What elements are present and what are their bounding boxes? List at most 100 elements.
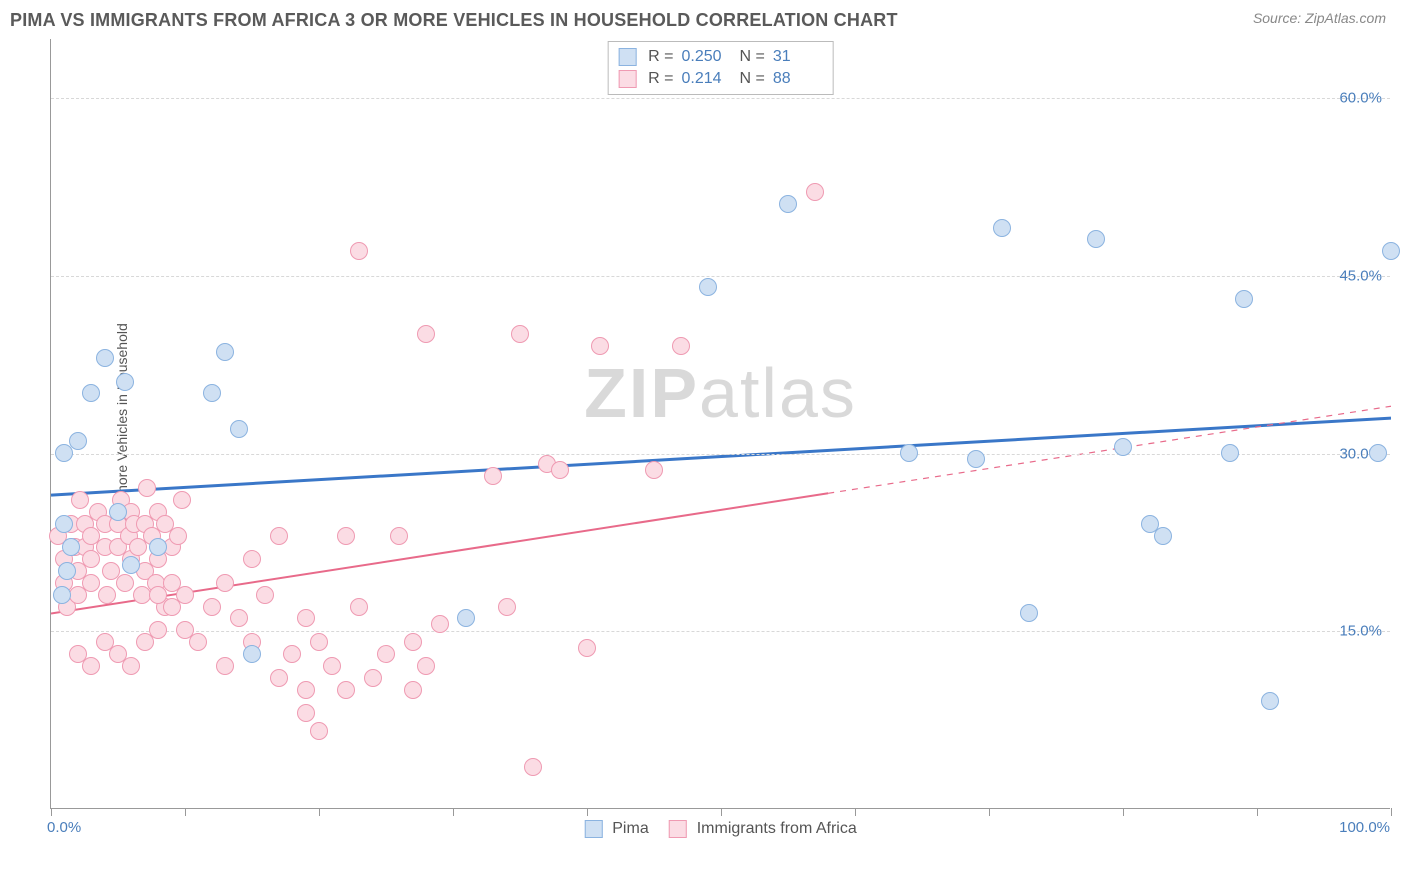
stats-row-2: R = 0.214 N = 88 (618, 68, 823, 90)
x-tick (51, 808, 52, 816)
swatch-series1-bottom (584, 820, 602, 838)
chart-container: PIMA VS IMMIGRANTS FROM AFRICA 3 OR MORE… (10, 10, 1396, 882)
data-point (1154, 527, 1172, 545)
data-point (138, 479, 156, 497)
data-point (591, 337, 609, 355)
data-point (122, 657, 140, 675)
chart-title: PIMA VS IMMIGRANTS FROM AFRICA 3 OR MORE… (10, 10, 898, 31)
legend-label-2: Immigrants from Africa (697, 820, 857, 838)
data-point (323, 657, 341, 675)
swatch-series2-bottom (669, 820, 687, 838)
gridline (51, 454, 1390, 455)
stat-r-label: R = (648, 48, 673, 66)
x-label-right: 100.0% (1339, 819, 1390, 836)
data-point (377, 645, 395, 663)
data-point (1221, 444, 1239, 462)
data-point (98, 586, 116, 604)
stat-n-label: N = (740, 70, 765, 88)
data-point (203, 598, 221, 616)
x-tick (855, 808, 856, 816)
data-point (176, 586, 194, 604)
swatch-series2 (618, 70, 636, 88)
gridline (51, 631, 1390, 632)
trend-lines (51, 39, 1391, 809)
data-point (364, 669, 382, 687)
data-point (216, 657, 234, 675)
source-label: Source: ZipAtlas.com (1253, 10, 1386, 26)
watermark: ZIPatlas (584, 353, 857, 433)
stats-legend-box: R = 0.250 N = 31 R = 0.214 N = 88 (607, 41, 834, 95)
stat-n-label: N = (740, 48, 765, 66)
legend-label-1: Pima (612, 820, 648, 838)
x-tick (319, 808, 320, 816)
data-point (511, 325, 529, 343)
data-point (1261, 692, 1279, 710)
gridline (51, 276, 1390, 277)
data-point (578, 639, 596, 657)
data-point (297, 704, 315, 722)
data-point (149, 538, 167, 556)
data-point (96, 349, 114, 367)
data-point (62, 538, 80, 556)
data-point (216, 574, 234, 592)
data-point (806, 183, 824, 201)
x-tick (185, 808, 186, 816)
data-point (350, 598, 368, 616)
data-point (498, 598, 516, 616)
data-point (297, 609, 315, 627)
data-point (69, 432, 87, 450)
data-point (82, 384, 100, 402)
x-tick (1257, 808, 1258, 816)
gridline (51, 98, 1390, 99)
legend-item-2: Immigrants from Africa (669, 820, 857, 838)
swatch-series1 (618, 48, 636, 66)
data-point (431, 615, 449, 633)
data-point (297, 681, 315, 699)
data-point (404, 681, 422, 699)
data-point (699, 278, 717, 296)
data-point (1382, 242, 1400, 260)
data-point (524, 758, 542, 776)
data-point (149, 621, 167, 639)
data-point (82, 574, 100, 592)
data-point (243, 645, 261, 663)
data-point (203, 384, 221, 402)
data-point (645, 461, 663, 479)
stat-r-label: R = (648, 70, 673, 88)
data-point (71, 491, 89, 509)
data-point (216, 343, 234, 361)
data-point (457, 609, 475, 627)
data-point (55, 515, 73, 533)
data-point (1114, 438, 1132, 456)
data-point (404, 633, 422, 651)
data-point (350, 242, 368, 260)
data-point (337, 681, 355, 699)
data-point (230, 420, 248, 438)
data-point (270, 669, 288, 687)
data-point (230, 609, 248, 627)
data-point (189, 633, 207, 651)
stat-r-value-1: 0.250 (682, 48, 732, 66)
data-point (256, 586, 274, 604)
data-point (53, 586, 71, 604)
x-tick (721, 808, 722, 816)
data-point (173, 491, 191, 509)
data-point (116, 574, 134, 592)
y-tick-label: 15.0% (1339, 623, 1382, 640)
data-point (1020, 604, 1038, 622)
stat-n-value-2: 88 (773, 70, 823, 88)
x-tick (453, 808, 454, 816)
data-point (417, 325, 435, 343)
data-point (390, 527, 408, 545)
plot-area: 3 or more Vehicles in Household ZIPatlas… (50, 39, 1390, 809)
data-point (672, 337, 690, 355)
chart-header: PIMA VS IMMIGRANTS FROM AFRICA 3 OR MORE… (10, 10, 1396, 39)
data-point (82, 657, 100, 675)
data-point (270, 527, 288, 545)
data-point (122, 556, 140, 574)
x-label-left: 0.0% (47, 819, 81, 836)
data-point (58, 562, 76, 580)
y-tick-label: 45.0% (1339, 267, 1382, 284)
stat-r-value-2: 0.214 (682, 70, 732, 88)
stats-row-1: R = 0.250 N = 31 (618, 46, 823, 68)
